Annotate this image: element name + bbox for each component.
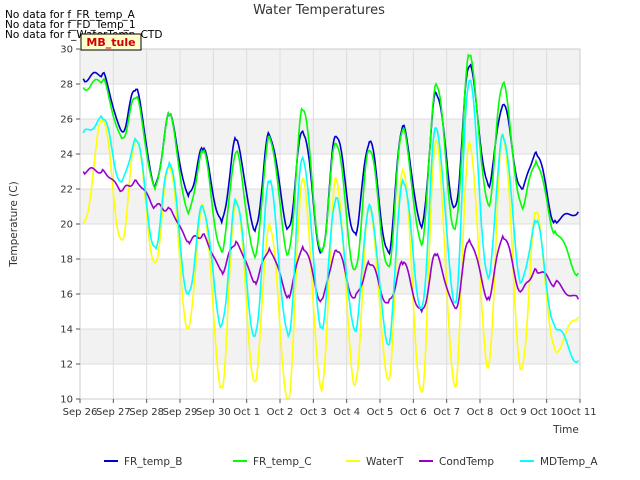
y-tick-label: 20 — [60, 220, 73, 231]
x-tick-label: Oct 1 — [233, 407, 260, 418]
legend-label: MDTemp_A — [540, 456, 598, 468]
y-tick-label: 28 — [60, 80, 73, 91]
station-badge-label: MB_tule — [86, 36, 135, 49]
series-line-fr-temp-c — [82, 53, 579, 277]
legend-label: CondTemp — [439, 456, 494, 468]
y-tick-label: 26 — [60, 115, 73, 126]
x-tick-label: Oct 5 — [367, 407, 394, 418]
x-tick-label: Oct 7 — [433, 407, 460, 418]
x-tick-label: Oct 6 — [400, 407, 427, 418]
legend-label: FR_temp_B — [124, 456, 183, 468]
series-line-mdtemp-a — [82, 79, 579, 364]
station-badge-box — [80, 33, 142, 51]
y-tick-label: 24 — [60, 150, 73, 161]
x-axis-label: Time — [552, 424, 579, 436]
chart-title: Water Temperatures — [253, 3, 385, 18]
x-tick-label: Sep 30 — [196, 407, 231, 418]
series-lines — [82, 53, 580, 401]
background-band — [80, 49, 580, 84]
y-tick-label: 14 — [60, 325, 73, 336]
y-tick-label: 22 — [60, 185, 73, 196]
y-axis-ticks: 10 12 14 16 18 20 22 24 26 28 30 — [60, 45, 80, 406]
no-data-message-1: No data for f_FR_temp_A — [5, 9, 136, 21]
y-tick-label: 10 — [60, 395, 73, 406]
x-tick-label: Sep 28 — [129, 407, 164, 418]
x-tick-label: Oct 3 — [300, 407, 327, 418]
series-line-condtemp — [82, 166, 580, 314]
background-band — [80, 329, 580, 364]
y-tick-label: 16 — [60, 290, 73, 301]
legend-label: WaterT — [366, 456, 404, 468]
y-tick-label: 12 — [60, 360, 73, 371]
y-axis-label: Temperature (C) — [8, 181, 20, 267]
station-badge: MB_tule — [80, 33, 142, 51]
y-tick-label: 30 — [60, 45, 73, 56]
x-tick-label: Oct 11 — [563, 407, 596, 418]
legend-label: FR_temp_C — [253, 456, 312, 468]
x-tick-label: Oct 8 — [467, 407, 494, 418]
x-tick-label: Oct 9 — [500, 407, 527, 418]
x-tick-label: Sep 27 — [96, 407, 131, 418]
x-tick-label: Oct 10 — [530, 407, 563, 418]
y-tick-label: 18 — [60, 255, 73, 266]
x-tick-label: Sep 29 — [163, 407, 198, 418]
x-tick-label: Sep 26 — [63, 407, 98, 418]
no-data-message-2: No data for f_FD_Temp_1 — [5, 19, 136, 31]
chart-legend: FR_temp_B FR_temp_C WaterT CondTemp MDTemp_A — [104, 456, 598, 468]
x-tick-label: Oct 4 — [333, 407, 360, 418]
x-tick-label: Oct 2 — [267, 407, 294, 418]
